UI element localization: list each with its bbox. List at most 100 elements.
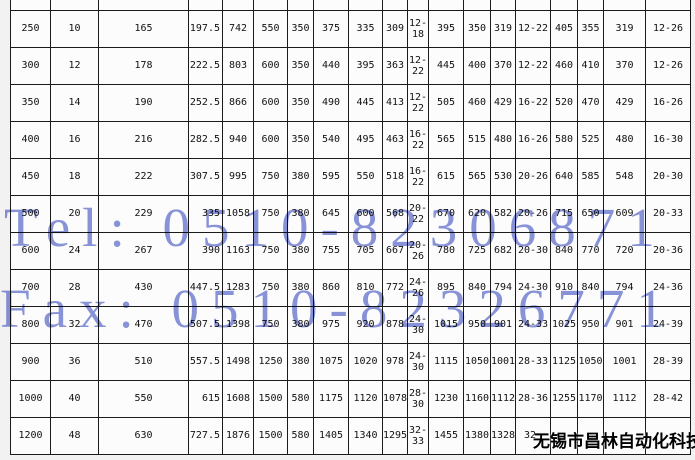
table-cell: 460: [550, 47, 578, 85]
table-cell: 727.5: [188, 417, 223, 455]
table-cell: 705: [348, 232, 383, 270]
table-cell: 319: [490, 10, 516, 48]
table-cell: 380: [287, 195, 314, 233]
table-cell: 518: [382, 158, 408, 196]
table-cell: 300: [10, 47, 51, 85]
table-cell: 380: [287, 232, 314, 270]
table-cell: 28-36: [515, 380, 551, 418]
table-cell: 520: [550, 84, 578, 122]
table-cell: 12-22: [515, 47, 551, 85]
table-cell: 1200: [10, 417, 51, 455]
table-cell: 725: [463, 232, 491, 270]
table-cell: 375: [313, 10, 349, 48]
table-row: 450 18 222 307.5 995 750 380 595 550 518 16- 22 615…: [10, 158, 691, 196]
table-cell: 48: [50, 417, 99, 455]
table-cell: [382, 0, 408, 11]
table-cell: [188, 0, 223, 11]
table-cell: 12- 18: [407, 10, 429, 48]
table-cell: 585: [577, 158, 604, 196]
table-cell: 550: [348, 158, 383, 196]
table-cell: [253, 0, 288, 11]
table-cell: 400: [10, 121, 51, 159]
table-cell: 16: [50, 121, 99, 159]
table-cell: 197.5: [188, 10, 223, 48]
table-cell: 750: [253, 269, 288, 307]
table-cell: 447.5: [188, 269, 223, 307]
table-cell: 600: [253, 84, 288, 122]
table-row: 900 36 510 557.5 1498 1250 380 1075 1020 978 24- 3…: [10, 343, 691, 381]
table-cell: 36: [50, 343, 99, 381]
table-cell: [98, 0, 189, 11]
table-cell: 525: [577, 121, 604, 159]
table-cell: [645, 417, 691, 455]
table-cell: 1112: [490, 380, 516, 418]
table-cell: 742: [222, 10, 254, 48]
table-cell: 1500: [253, 380, 288, 418]
table-cell: 370: [603, 47, 646, 85]
table-cell: 1380: [463, 417, 491, 455]
table-cell: [428, 0, 464, 11]
table-cell: 28: [50, 269, 99, 307]
table-cell: 350: [10, 84, 51, 122]
table-cell: 640: [550, 158, 578, 196]
table-cell: 12-22: [515, 10, 551, 48]
table-cell: 860: [313, 269, 349, 307]
table-cell: 1175: [313, 380, 349, 418]
table-cell: 20-30: [515, 232, 551, 270]
table-cell: 620: [463, 195, 491, 233]
table-row: 700 28 430 447.5 1283 750 380 860 810 772 24- 26 89…: [10, 269, 691, 307]
table-cell: 650: [577, 195, 604, 233]
table-cell: 20- 22: [407, 195, 429, 233]
table-cell: 178: [98, 47, 189, 85]
table-cell: 16-26: [645, 84, 691, 122]
table-cell: 250: [10, 10, 51, 48]
table-cell: 670: [428, 195, 464, 233]
table-cell: 1500: [253, 417, 288, 455]
table-cell: 530: [490, 158, 516, 196]
table-cell: 395: [348, 47, 383, 85]
table-cell: 440: [313, 47, 349, 85]
table-cell: 1120: [348, 380, 383, 418]
table-cell: 900: [10, 343, 51, 381]
table-cell: 1455: [428, 417, 464, 455]
table-cell: 1000: [10, 380, 51, 418]
table-cell: 350: [287, 121, 314, 159]
table-cell: 24- 30: [407, 343, 429, 381]
table-cell: 350: [463, 10, 491, 48]
table-cell: 667: [382, 232, 408, 270]
table-cell: 1250: [253, 343, 288, 381]
table-cell: [10, 0, 51, 11]
table-cell: 20-30: [645, 158, 691, 196]
table-cell: 450: [10, 158, 51, 196]
table-cell: 550: [253, 10, 288, 48]
table-cell: 1160: [463, 380, 491, 418]
table-row: 300 12 178 222.5 803 600 350 440 395 363 12- 22 445…: [10, 47, 691, 85]
table-cell: 878: [382, 306, 408, 344]
table-row: 600 24 267 390 1163 750 380 755 705 667 20- 26 780 7…: [10, 232, 691, 270]
table-cell: 460: [463, 84, 491, 122]
table-cell: 405: [550, 10, 578, 48]
table-cell: 901: [603, 306, 646, 344]
table-cell: 40: [50, 380, 99, 418]
table-cell: 505: [428, 84, 464, 122]
table-cell: 1405: [313, 417, 349, 455]
table-cell: 600: [253, 47, 288, 85]
table-cell: 16-22: [515, 84, 551, 122]
table-cell: 16- 22: [407, 121, 429, 159]
table-row: 250 10 165 197.5 742 550 350 375 335 309 12- 18 395…: [10, 10, 691, 48]
table-cell: [645, 0, 691, 11]
table-cell: 1125: [550, 343, 578, 381]
table-cell: 800: [10, 306, 51, 344]
table-cell: 920: [348, 306, 383, 344]
table-cell: [287, 0, 314, 11]
table-row: 500 20 229 335 1058 750 380 645 600 568 20- 22 670 6…: [10, 195, 691, 233]
table-cell: [313, 0, 349, 11]
table-cell: 216: [98, 121, 189, 159]
table-cell: 16-26: [515, 121, 551, 159]
table-cell: 480: [603, 121, 646, 159]
table-cell: 615: [188, 380, 223, 418]
table-cell: [463, 0, 491, 11]
table-cell: 282.5: [188, 121, 223, 159]
table-row: 400 16 216 282.5 940 600 350 540 495 463 16- 22 565…: [10, 121, 691, 159]
